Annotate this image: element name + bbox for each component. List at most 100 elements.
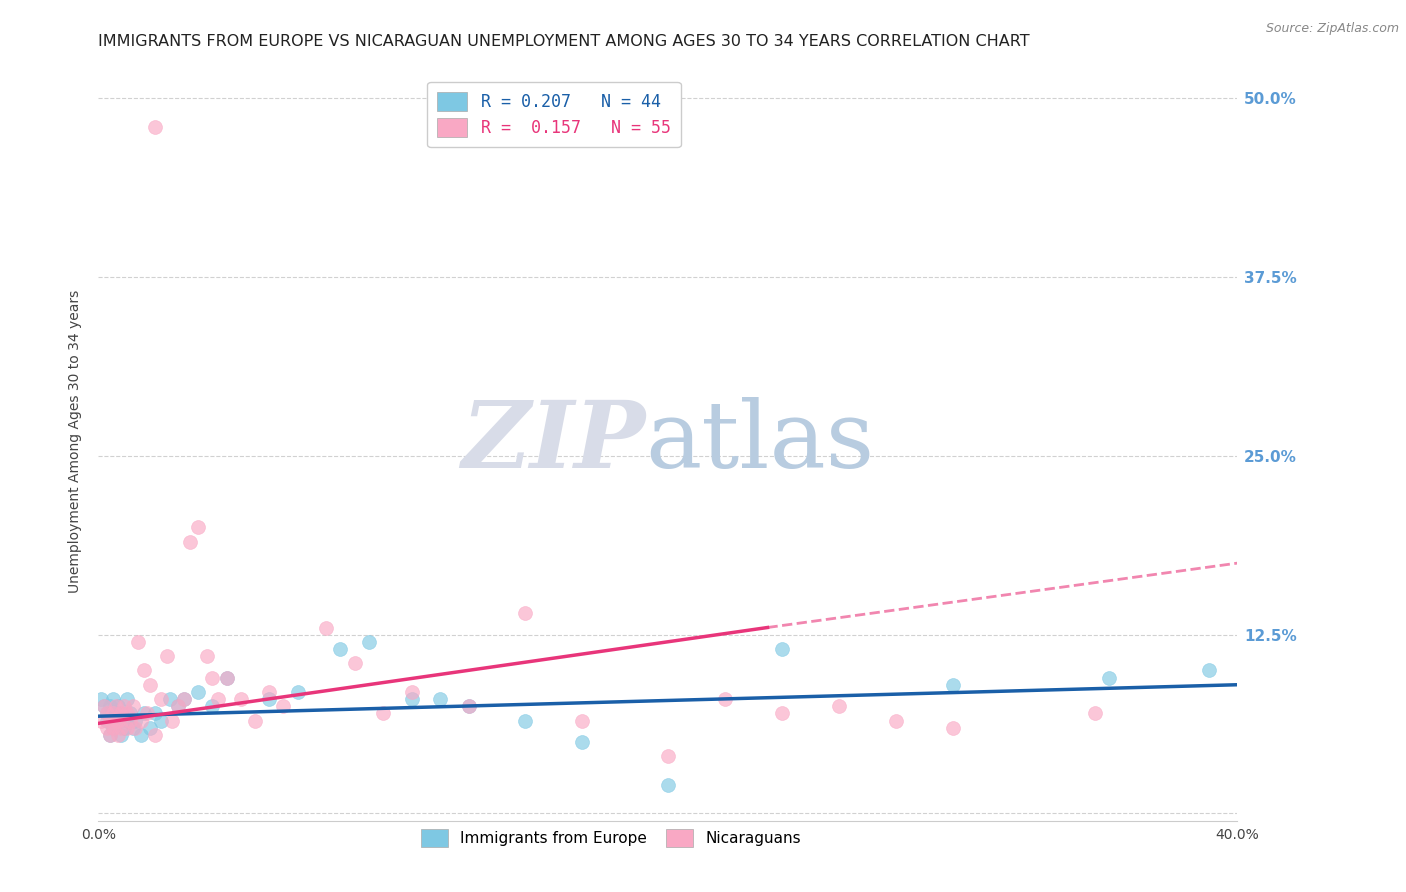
Point (145, 120, 167, 134)
Point (96, 714, 118, 728)
Point (357, 635, 380, 649)
Point (107, 714, 129, 728)
Point (101, 721, 124, 735)
Point (343, 657, 366, 671)
Point (187, 520, 209, 534)
Y-axis label: Unemployment Among Ages 30 to 34 years: Unemployment Among Ages 30 to 34 years (69, 290, 83, 593)
Point (110, 728, 132, 742)
Point (112, 699, 135, 714)
Point (107, 728, 129, 742)
Point (770, 706, 793, 721)
Point (138, 678, 160, 692)
Point (215, 671, 238, 685)
Point (115, 714, 138, 728)
Point (127, 635, 149, 649)
Point (657, 749, 679, 764)
Point (571, 735, 593, 749)
Point (329, 642, 352, 657)
Point (110, 706, 132, 721)
Point (942, 678, 965, 692)
Point (150, 692, 173, 706)
Point (162, 714, 184, 728)
Point (201, 699, 224, 714)
Point (173, 692, 195, 706)
Point (145, 728, 167, 742)
Point (714, 692, 737, 706)
Point (129, 714, 152, 728)
Point (90, 692, 112, 706)
Point (115, 706, 138, 721)
Point (98, 728, 121, 742)
Point (96, 721, 118, 735)
Point (167, 699, 190, 714)
Text: IMMIGRANTS FROM EUROPE VS NICARAGUAN UNEMPLOYMENT AMONG AGES 30 TO 34 YEARS CORR: IMMIGRANTS FROM EUROPE VS NICARAGUAN UNE… (98, 34, 1031, 49)
Point (657, 778, 679, 792)
Point (90, 714, 112, 728)
Point (259, 692, 281, 706)
Point (273, 699, 295, 714)
Point (828, 699, 851, 714)
Point (159, 692, 181, 706)
Legend: Immigrants from Europe, Nicaraguans: Immigrants from Europe, Nicaraguans (413, 822, 808, 855)
Point (138, 721, 160, 735)
Point (135, 706, 157, 721)
Point (457, 699, 479, 714)
Point (515, 606, 537, 620)
Point (429, 692, 451, 706)
Point (93, 699, 115, 714)
Point (129, 728, 152, 742)
Point (187, 685, 209, 699)
Point (515, 714, 537, 728)
Point (229, 692, 252, 706)
Point (259, 685, 281, 699)
Point (1084, 706, 1107, 721)
Point (118, 706, 141, 721)
Point (457, 699, 479, 714)
Point (118, 714, 141, 728)
Point (121, 721, 143, 735)
Point (132, 664, 155, 678)
Point (373, 706, 395, 721)
Point (101, 721, 124, 735)
Point (571, 714, 593, 728)
Point (96, 706, 118, 721)
Point (942, 721, 965, 735)
Point (107, 699, 129, 714)
Text: ZIP: ZIP (461, 397, 645, 486)
Point (287, 685, 309, 699)
Point (104, 699, 127, 714)
Point (150, 714, 173, 728)
Point (104, 714, 127, 728)
Point (112, 721, 135, 735)
Point (884, 714, 907, 728)
Point (96, 706, 118, 721)
Point (110, 706, 132, 721)
Point (121, 699, 143, 714)
Point (173, 692, 195, 706)
Point (145, 706, 167, 721)
Text: atlas: atlas (645, 397, 875, 486)
Point (401, 685, 423, 699)
Point (315, 620, 337, 634)
Point (207, 692, 229, 706)
Point (215, 671, 238, 685)
Point (101, 706, 124, 721)
Point (115, 692, 138, 706)
Text: Source: ZipAtlas.com: Source: ZipAtlas.com (1265, 22, 1399, 36)
Point (156, 649, 179, 664)
Point (93, 699, 115, 714)
Point (115, 721, 138, 735)
Point (770, 642, 793, 657)
Point (98, 728, 121, 742)
Point (104, 706, 127, 721)
Point (98, 714, 121, 728)
Point (132, 706, 155, 721)
Point (1098, 671, 1121, 685)
Point (124, 714, 146, 728)
Point (243, 714, 266, 728)
Point (1198, 664, 1220, 678)
Point (195, 649, 218, 664)
Point (98, 699, 121, 714)
Point (167, 699, 190, 714)
Point (201, 671, 224, 685)
